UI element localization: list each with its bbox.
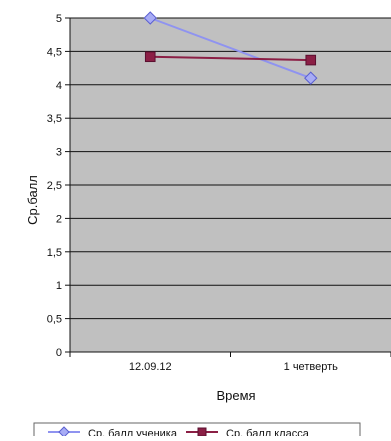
legend-swatch-marker — [197, 427, 207, 437]
series-layer — [143, 11, 318, 85]
legend-items — [48, 426, 218, 438]
x-axis-label: Время — [216, 388, 255, 403]
legend-label-class: Ср. балл класса — [226, 428, 310, 436]
y-tick-label: 5 — [56, 13, 62, 25]
axes: 0 0,5 1 1,5 2 2,5 3 3,5 4 4,5 5 12.09.12 1 четверть — [47, 13, 391, 373]
x-tick-label: 1 четверть — [284, 361, 338, 373]
legend-frame — [33, 422, 361, 441]
plot-area — [70, 17, 391, 352]
legend: Ср. балл ученика Ср. балл класса — [33, 422, 361, 441]
data-point-student — [143, 11, 157, 25]
y-tick-label: 3 — [56, 147, 62, 159]
data-point-student — [304, 71, 318, 85]
y-tick-label: 2,5 — [47, 180, 62, 192]
series-line-class — [150, 55, 311, 62]
data-point-class — [144, 51, 156, 63]
y-tick-label: 2 — [56, 213, 62, 225]
y-tick-label: 3,5 — [47, 113, 62, 125]
legend-label-student: Ср. балл ученика — [88, 428, 178, 436]
y-tick-label: 4 — [56, 80, 62, 92]
series-line-student — [149, 17, 312, 80]
y-axis-label: Ср.балл — [25, 175, 40, 225]
y-tick-label: 0 — [56, 347, 62, 359]
y-tick-label: 0,5 — [47, 314, 62, 326]
data-point-class — [305, 54, 317, 66]
y-tick-label: 1 — [56, 280, 62, 292]
y-tick-label: 1,5 — [47, 247, 62, 259]
x-tick-label: 12.09.12 — [129, 361, 172, 373]
y-tick-label: 4,5 — [47, 46, 62, 58]
